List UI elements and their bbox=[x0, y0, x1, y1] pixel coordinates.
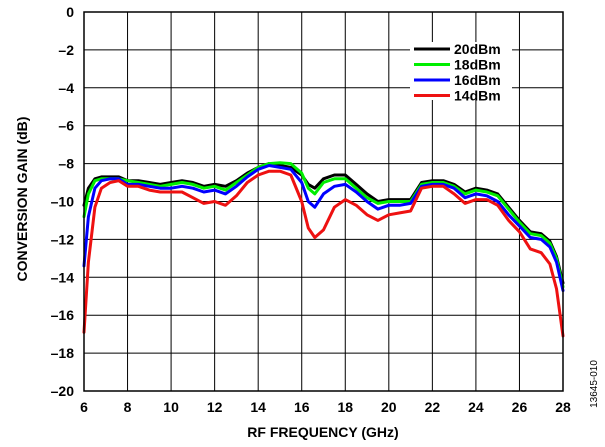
y-tick-label-6: –12 bbox=[51, 231, 75, 247]
series-line-18dBm bbox=[82, 161, 565, 289]
x-tick-label-12: 12 bbox=[207, 399, 223, 415]
series-line-16dBm bbox=[82, 164, 565, 293]
y-tick-label-10: –20 bbox=[51, 383, 75, 399]
y-tick-label-7: –14 bbox=[51, 269, 75, 285]
x-tick-label-10: 10 bbox=[163, 399, 179, 415]
series-line-20dBm bbox=[82, 162, 565, 285]
series-line-14dBm bbox=[82, 169, 565, 338]
x-tick-label-8: 8 bbox=[124, 399, 132, 415]
x-tick-label-18: 18 bbox=[337, 399, 353, 415]
y-tick-label-3: –6 bbox=[58, 118, 74, 134]
y-tick-label-0: 0 bbox=[66, 4, 74, 20]
x-tick-label-6: 6 bbox=[80, 399, 88, 415]
legend-label-18dBm: 18dBm bbox=[454, 57, 501, 73]
x-axis-title: RF FREQUENCY (GHz) bbox=[247, 424, 398, 440]
y-tick-label-1: –2 bbox=[58, 42, 74, 58]
legend-label-14dBm: 14dBm bbox=[454, 88, 501, 104]
series-lines bbox=[82, 161, 565, 338]
y-tick-labels: 0 –2 –4 –6 –8 –10 –12 –14 –16 –18 –20 bbox=[51, 4, 75, 399]
y-axis-title: CONVERSION GAIN (dB) bbox=[14, 117, 30, 282]
y-tick-label-2: –4 bbox=[58, 80, 74, 96]
x-tick-label-26: 26 bbox=[512, 399, 528, 415]
plot-frame bbox=[83, 11, 564, 392]
legend-background bbox=[410, 42, 512, 100]
x-tick-label-16: 16 bbox=[294, 399, 310, 415]
x-tick-label-20: 20 bbox=[381, 399, 397, 415]
y-tick-label-9: –18 bbox=[51, 345, 75, 361]
x-tick-label-14: 14 bbox=[250, 399, 266, 415]
plot-border bbox=[83, 11, 564, 392]
x-tick-label-24: 24 bbox=[468, 399, 484, 415]
figure-id: 13645-010 bbox=[589, 360, 600, 408]
x-tick-label-28: 28 bbox=[555, 399, 571, 415]
legend-label-20dBm: 20dBm bbox=[454, 41, 501, 57]
x-tick-labels: 6 8 10 12 14 16 18 20 22 24 26 28 bbox=[80, 399, 571, 415]
x-tick-label-22: 22 bbox=[425, 399, 441, 415]
y-tick-label-5: –10 bbox=[51, 194, 75, 210]
y-tick-label-8: –16 bbox=[51, 307, 75, 323]
y-tick-label-4: –8 bbox=[58, 156, 74, 172]
legend-label-16dBm: 16dBm bbox=[454, 72, 501, 88]
